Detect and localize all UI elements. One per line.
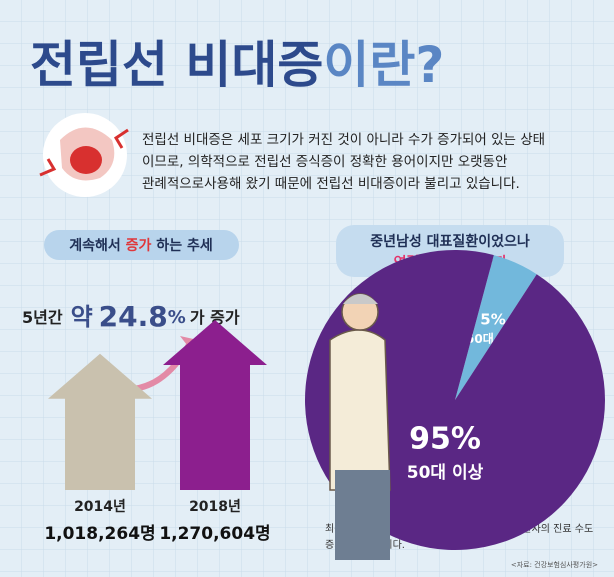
icon xyxy=(39,113,129,197)
title: 전립선 비대증이란? xyxy=(30,36,444,94)
badge-text: 계속해서 xyxy=(69,238,125,254)
trend-badge: 계속해서 증가 하는 추세 xyxy=(69,237,212,254)
person xyxy=(329,293,391,560)
pie-value-label: 95% xyxy=(409,422,481,457)
growth-text: 5년간 xyxy=(22,308,63,327)
category-label: 2018년 xyxy=(189,499,241,515)
value-label: 1,270,604명 xyxy=(159,524,270,544)
arrow-bar xyxy=(48,353,152,490)
intro-line: 이므로, 의학적으로 전립선 증식증이 정확한 용어이지만 오랫동안 xyxy=(142,154,507,170)
trend-badge-bg xyxy=(44,230,239,260)
growth-value: 24.8 xyxy=(99,300,168,333)
badge-text: 하는 추세 xyxy=(151,237,212,254)
source: <자료: 건강보험심사평가원> xyxy=(511,560,598,569)
growth: 5년간 약 24.8% 가 증가 xyxy=(22,300,240,333)
title-main: 전립선 비대증 xyxy=(30,36,323,94)
title-suffix: 이란? xyxy=(323,36,444,94)
pie-category-label: 50대 이상 xyxy=(407,463,484,483)
value-label: 1,018,264명 xyxy=(44,524,155,544)
growth-text: 가 증가 xyxy=(190,308,240,327)
growth-text: 약 xyxy=(71,303,93,331)
pie-slice xyxy=(455,255,537,400)
category-label: 2014년 xyxy=(74,499,126,515)
pie-value-label: 5% xyxy=(480,311,505,329)
growth-unit: % xyxy=(168,307,186,328)
intro-line: 관례적으로사용해 왔기 때문에 전립선 비대증이라 불리고 있습니다. xyxy=(142,176,520,192)
arrow-bar xyxy=(163,320,267,490)
intro-line: 전립선 비대증은 세포 크기가 커진 것이 아니라 수가 증가되어 있는 상태 xyxy=(142,132,545,148)
badge-highlight: 증가 xyxy=(126,238,152,254)
pie-header: 중년남성 대표질환이었으나 xyxy=(370,233,530,250)
